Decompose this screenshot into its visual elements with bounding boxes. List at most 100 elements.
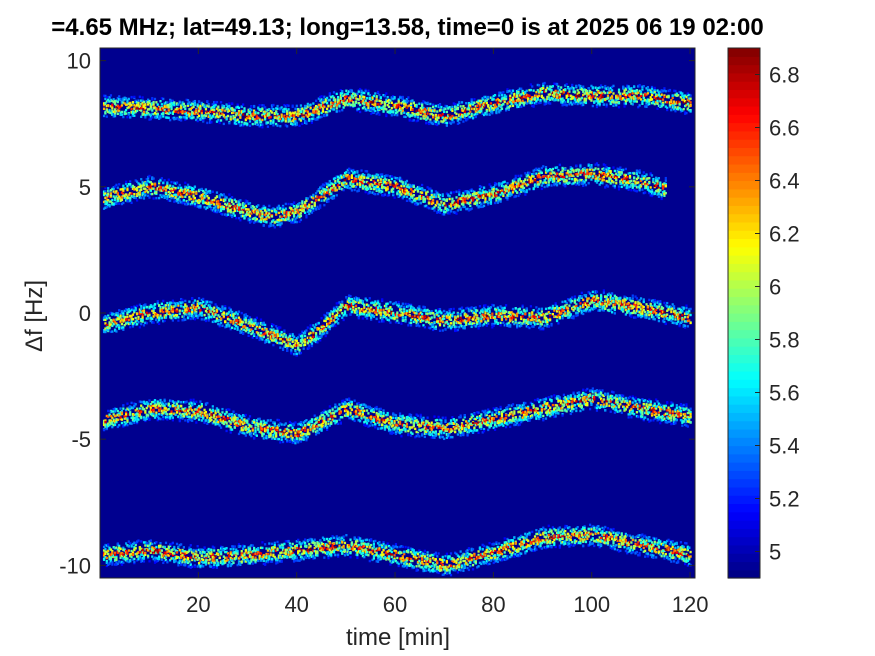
trace-cell — [375, 182, 378, 186]
trace-cell — [218, 202, 221, 206]
trace-cell — [236, 103, 239, 106]
trace-cell — [478, 99, 482, 103]
trace-cell — [425, 118, 428, 121]
trace-cell — [583, 167, 586, 170]
trace-cell — [542, 165, 545, 168]
trace-cell — [390, 177, 393, 181]
trace-cell — [481, 106, 484, 109]
trace-cell — [364, 190, 367, 194]
trace-cell — [268, 108, 271, 111]
trace-cell — [105, 100, 108, 103]
trace-cell — [544, 88, 548, 92]
trace-cell — [188, 115, 191, 118]
trace-cell — [467, 112, 471, 115]
trace-cell — [213, 203, 216, 206]
trace-cell — [405, 195, 409, 199]
trace-cell — [319, 206, 322, 209]
trace-cell — [191, 113, 194, 116]
trace-cell — [164, 188, 168, 192]
trace-cell — [356, 97, 359, 101]
trace-cell — [641, 102, 644, 105]
trace-cell — [415, 109, 418, 113]
trace-cell — [188, 108, 191, 111]
trace-cell — [650, 98, 654, 101]
trace-cell — [186, 113, 190, 116]
trace-cell — [462, 120, 465, 123]
trace-cell — [465, 108, 468, 111]
trace-cell — [225, 106, 228, 110]
trace-cell — [539, 98, 542, 102]
trace-cell — [290, 115, 293, 119]
trace-cell — [156, 108, 159, 111]
trace-cell — [265, 109, 268, 113]
trace-cell — [429, 102, 432, 106]
trace-cell — [506, 182, 509, 185]
trace-cell — [529, 97, 532, 101]
trace-cell — [166, 101, 169, 104]
trace-cell — [414, 115, 417, 118]
trace-cell — [499, 197, 502, 201]
trace-cell — [175, 116, 179, 120]
trace-cell — [155, 191, 158, 194]
trace-cell — [455, 190, 458, 193]
trace-cell — [126, 103, 129, 106]
trace-cell — [441, 108, 444, 112]
trace-cell — [147, 103, 150, 106]
trace-cell — [328, 179, 331, 183]
trace-cell — [584, 97, 588, 101]
trace-cell — [664, 184, 667, 188]
trace-cell — [244, 204, 247, 208]
trace-cell — [298, 118, 301, 121]
trace-cell — [376, 111, 380, 114]
trace-cell — [438, 103, 442, 106]
trace-cell — [510, 193, 513, 196]
trace-cell — [617, 88, 621, 91]
trace-cell — [195, 191, 198, 195]
trace-cell — [151, 183, 154, 186]
trace-cell — [140, 178, 143, 181]
trace-cell — [301, 117, 304, 120]
trace-cell — [129, 103, 132, 106]
trace-cell — [346, 103, 349, 107]
trace-cell — [449, 117, 453, 121]
trace-cell — [551, 85, 555, 88]
trace-cell — [452, 102, 455, 105]
trace-cell — [312, 109, 315, 112]
trace-cell — [657, 176, 661, 180]
trace-cell — [126, 99, 129, 102]
trace-cell — [164, 110, 168, 114]
trace-cell — [126, 101, 129, 104]
trace-cell — [162, 181, 165, 185]
trace-cell — [124, 109, 128, 112]
trace-cell — [211, 108, 214, 112]
trace-cell — [405, 100, 409, 104]
trace-cell — [624, 96, 627, 99]
trace-cell — [268, 208, 271, 212]
trace-cell — [427, 207, 431, 210]
trace-cell — [488, 106, 491, 110]
trace-cell — [597, 86, 600, 90]
trace-cell — [571, 103, 574, 106]
trace-cell — [514, 174, 517, 178]
trace-cell — [549, 85, 552, 88]
trace-cell — [255, 115, 258, 118]
trace-cell — [555, 172, 559, 175]
trace-cell — [502, 91, 505, 94]
trace-cell — [330, 192, 333, 196]
trace-cell — [590, 84, 593, 88]
trace-cell — [416, 113, 420, 116]
trace-cell — [137, 101, 140, 104]
trace-cell — [160, 106, 163, 109]
trace-cell — [290, 120, 293, 124]
trace-cell — [290, 114, 293, 117]
trace-cell — [264, 110, 267, 113]
trace-cell — [177, 103, 180, 106]
trace-cell — [331, 108, 334, 111]
trace-cell — [531, 85, 534, 88]
trace-cell — [193, 196, 197, 200]
trace-cell — [452, 191, 455, 194]
trace-cell — [232, 111, 235, 114]
trace-cell — [113, 108, 117, 111]
trace-cell — [247, 208, 250, 211]
trace-cell — [206, 199, 209, 202]
